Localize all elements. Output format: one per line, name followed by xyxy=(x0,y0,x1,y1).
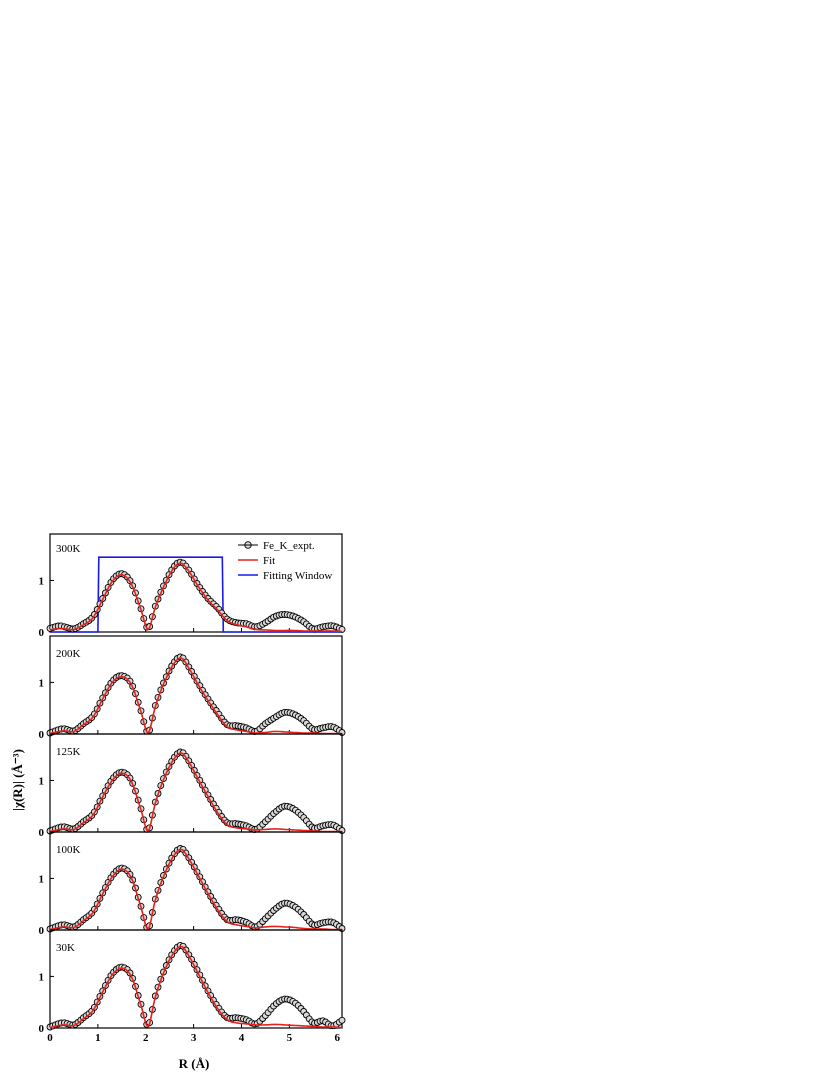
y-tick-label: 1 xyxy=(39,873,45,885)
y-tick-label: 0 xyxy=(39,729,45,741)
panel-100K: 0 1 100K xyxy=(39,831,346,937)
expt-line-125K xyxy=(49,751,343,832)
panel-frame xyxy=(49,929,343,1029)
fit-line-200K xyxy=(49,657,342,735)
y-tick-label: 0 xyxy=(39,827,45,839)
panel-label-200K: 200K xyxy=(56,648,81,660)
panel-200K: 0 1 200K xyxy=(39,635,346,741)
fit-line-125K xyxy=(49,752,342,833)
legend: Fe_K_expt. Fit Fitting Window xyxy=(238,540,332,582)
y-tick-label: 1 xyxy=(39,575,45,587)
x-tick-label: 3 xyxy=(191,1032,197,1044)
x-tick-label: 0 xyxy=(47,1032,53,1044)
expt-line-200K xyxy=(49,656,343,734)
panel-label-30K: 30K xyxy=(56,942,75,954)
expt-markers-30K xyxy=(46,941,346,1031)
y-tick-label: 0 xyxy=(39,627,45,639)
panel-300K: 0 1 300K xyxy=(39,533,346,639)
fit-line-100K xyxy=(49,848,342,931)
y-axis-title: |χ(R)| (Å⁻³) xyxy=(10,749,25,811)
fitting-window-line xyxy=(50,556,342,633)
y-tick-label: 1 xyxy=(39,677,45,689)
y-tick-label: 0 xyxy=(39,1023,45,1035)
y-tick-label: 1 xyxy=(39,775,45,787)
y-tick-label: 1 xyxy=(39,971,45,983)
legend-fit-label: Fit xyxy=(263,555,275,567)
panels-group: 0 1 300K 0 1 200K 0 1 125K 0 1 100K 0 1 30K xyxy=(39,533,346,1035)
panel-frame xyxy=(49,533,343,633)
expt-markers-100K xyxy=(46,845,346,933)
panel-label-300K: 300K xyxy=(56,543,81,555)
panel-label-125K: 125K xyxy=(56,746,81,758)
x-axis-title: R (Å) xyxy=(179,1056,210,1071)
panel-30K: 0 1 30K xyxy=(39,929,346,1035)
panel-125K: 0 1 125K xyxy=(39,733,346,839)
x-tick-label: 6 xyxy=(334,1032,340,1044)
fit-line-300K xyxy=(49,562,343,633)
y-tick-label: 0 xyxy=(39,925,45,937)
legend-window-label: Fitting Window xyxy=(263,570,332,582)
x-tick-label: 4 xyxy=(239,1032,245,1044)
expt-markers-125K xyxy=(46,748,346,835)
legend-expt-label: Fe_K_expt. xyxy=(263,540,315,552)
x-tick-label: 1 xyxy=(95,1032,101,1044)
x-tick-label: 5 xyxy=(287,1032,293,1044)
expt-line-30K xyxy=(49,944,343,1028)
expt-markers-200K xyxy=(46,653,346,737)
x-tick-label: 2 xyxy=(143,1032,149,1044)
x-tick-labels: 0 1 2 3 4 5 6 xyxy=(47,1032,340,1044)
expt-point xyxy=(338,1016,346,1024)
expt-line-100K xyxy=(49,848,343,930)
panel-label-100K: 100K xyxy=(56,844,81,856)
fit-line-30K xyxy=(49,945,343,1029)
